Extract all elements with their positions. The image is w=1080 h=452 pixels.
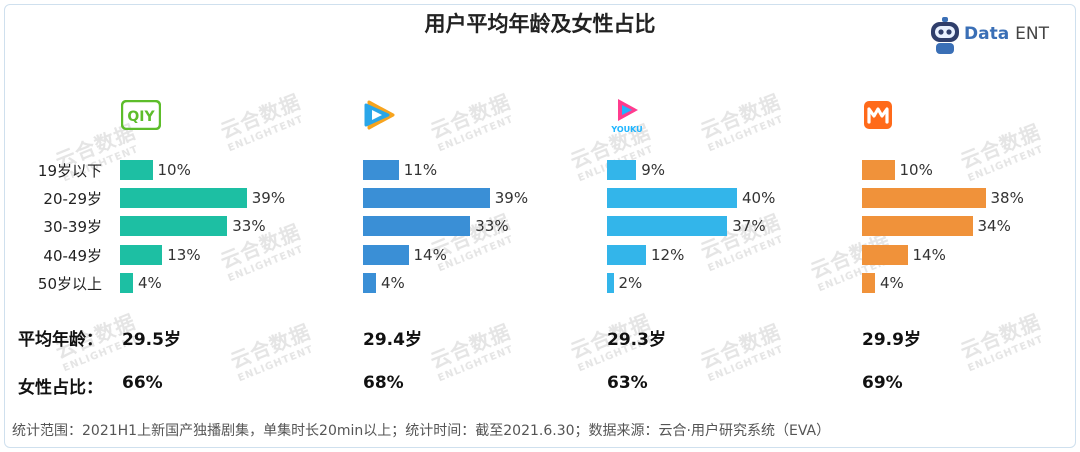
bar [862, 273, 875, 293]
bar-value-label: 37% [732, 217, 766, 235]
avg-age-value: 29.4岁 [363, 330, 422, 350]
bar-value-label: 34% [977, 217, 1011, 235]
bar [363, 216, 471, 236]
category-label: 30-39岁 [43, 218, 102, 236]
bar [607, 216, 728, 236]
tencent-video-logo [363, 98, 397, 132]
bar [363, 188, 490, 208]
bar [120, 273, 133, 293]
youku-logo-text: YOUKU [610, 125, 642, 134]
bar [862, 245, 908, 265]
youku-logo: YOUKU [606, 97, 648, 135]
bar-value-label: 33% [232, 217, 266, 235]
bar-value-label: 10% [157, 161, 191, 179]
bar-value-label: 10% [899, 161, 933, 179]
footnote: 统计范围：2021H1上新国产独播剧集，单集时长20min以上；统计时间：截至2… [12, 423, 831, 439]
bar [607, 188, 737, 208]
bar-value-label: 11% [403, 161, 438, 179]
bar-value-label: 2% [618, 274, 643, 292]
iqiyi-logo-text: QIY [127, 109, 155, 125]
bar [120, 188, 247, 208]
avg-age-value: 29.5岁 [122, 330, 181, 350]
avg-age-value: 29.3岁 [607, 330, 666, 350]
bar-value-label: 39% [494, 189, 529, 207]
bar [120, 160, 153, 180]
bar-value-label: 14% [413, 246, 447, 264]
bar-value-label: 33% [475, 217, 509, 235]
bar-value-label: 4% [138, 274, 162, 292]
category-label: 20-29岁 [43, 190, 102, 208]
bar [363, 160, 399, 180]
bar [363, 245, 409, 265]
bar-value-label: 12% [651, 246, 685, 264]
bar-value-label: 4% [381, 274, 405, 292]
bar [607, 245, 646, 265]
robot-icon [931, 17, 959, 54]
brand-name: Data ENT [964, 24, 1049, 44]
category-label: 40-49岁 [43, 247, 102, 265]
bar-value-label: 9% [641, 161, 666, 179]
female-share-label: 女性占比： [18, 378, 103, 398]
bar-value-label: 39% [251, 189, 286, 207]
female-share-value: 63% [607, 373, 648, 393]
iqiyi-logo: QIY [120, 99, 162, 131]
bar-value-label: 13% [167, 246, 201, 264]
bar-value-label: 14% [912, 246, 946, 264]
bar [607, 273, 614, 293]
bar [120, 245, 163, 265]
female-share-value: 69% [862, 373, 903, 393]
category-label: 50岁以上 [37, 275, 102, 293]
bar-value-label: 4% [880, 274, 904, 292]
bar [862, 188, 986, 208]
bar-value-label: 40% [742, 189, 776, 207]
chart-frame [4, 4, 1076, 448]
female-share-value: 68% [363, 373, 404, 393]
category-label: 19岁以下 [37, 162, 102, 180]
bar-value-label: 38% [990, 189, 1024, 207]
bar [363, 273, 376, 293]
bar [862, 160, 895, 180]
avg-age-label: 平均年龄： [18, 330, 103, 350]
brand-name-suffix: ENT [1015, 24, 1049, 44]
bar [120, 216, 228, 236]
mango-tv-logo [863, 100, 893, 130]
bar [607, 160, 637, 180]
avg-age-value: 29.9岁 [862, 330, 921, 350]
brand-logo: Data ENT [928, 16, 1058, 58]
female-share-value: 66% [122, 373, 163, 393]
chart-title: 用户平均年龄及女性占比 [424, 12, 656, 36]
bar [862, 216, 973, 236]
brand-name-main: Data [964, 24, 1010, 44]
